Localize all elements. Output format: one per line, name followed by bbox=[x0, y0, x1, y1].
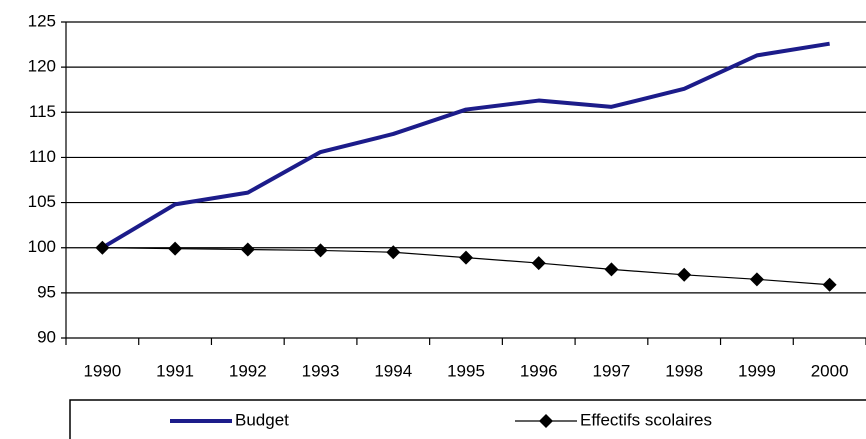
legend-label: Effectifs scolaires bbox=[580, 410, 712, 429]
x-tick-label: 1993 bbox=[302, 361, 340, 380]
legend-box bbox=[69, 399, 866, 439]
marker bbox=[168, 241, 183, 256]
x-tick-label: 1999 bbox=[738, 361, 776, 380]
x-tick-label: 1996 bbox=[520, 361, 558, 380]
marker bbox=[749, 272, 764, 287]
marker bbox=[822, 277, 837, 292]
marker bbox=[313, 243, 328, 258]
x-tick-label: 1990 bbox=[83, 361, 121, 380]
x-tick-label: 1994 bbox=[374, 361, 412, 380]
marker bbox=[95, 240, 110, 255]
y-tick-label: 115 bbox=[29, 102, 56, 121]
y-tick-label: 100 bbox=[28, 237, 56, 256]
marker bbox=[531, 256, 546, 271]
series-line bbox=[101, 41, 830, 250]
y-tick-label: 95 bbox=[37, 282, 56, 301]
x-tick-label: 1995 bbox=[447, 361, 485, 380]
y-tick-label: 90 bbox=[37, 327, 56, 346]
marker bbox=[604, 262, 619, 277]
legend-label: Budget bbox=[235, 410, 289, 429]
x-tick-label: 2000 bbox=[811, 361, 849, 380]
marker bbox=[677, 267, 692, 282]
x-tick-label: 1992 bbox=[229, 361, 267, 380]
x-tick-label: 1998 bbox=[665, 361, 703, 380]
marker bbox=[459, 250, 473, 265]
y-tick-label: 120 bbox=[28, 57, 56, 76]
marker bbox=[240, 242, 255, 257]
marker bbox=[539, 414, 553, 428]
y-tick-label: 110 bbox=[29, 147, 56, 166]
marker bbox=[386, 245, 401, 260]
y-tick-label: 125 bbox=[28, 11, 56, 30]
x-tick-label: 1997 bbox=[593, 361, 631, 380]
y-tick-label: 105 bbox=[28, 192, 56, 211]
x-tick-label: 1991 bbox=[156, 361, 194, 380]
